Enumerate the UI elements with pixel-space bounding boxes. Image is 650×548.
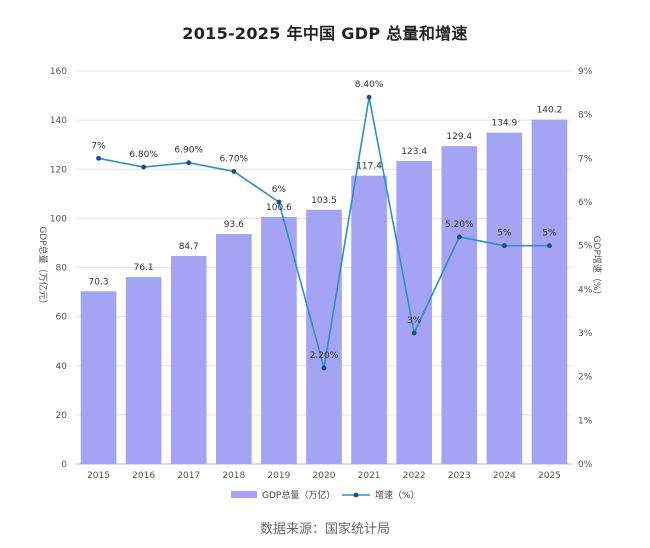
x-tick-label: 2016: [132, 471, 155, 481]
gdp-value-label: 70.3: [89, 277, 109, 287]
growth-value-label: 6.80%: [129, 150, 158, 160]
growth-point: [547, 243, 552, 249]
y-tick-label: 160: [50, 67, 67, 77]
gdp-value-label: 129.4: [446, 132, 472, 142]
growth-point: [321, 365, 327, 371]
y-tick-label: 0: [61, 460, 67, 470]
gdp-value-label: 76.1: [134, 263, 154, 273]
gdp-bar: [170, 255, 207, 464]
gdp-bar: [351, 175, 387, 465]
y2-tick-label: 0%: [578, 460, 593, 470]
x-tick-label: 2015: [87, 471, 110, 481]
x-tick-label: 2023: [448, 471, 471, 481]
y-tick-label: 140: [50, 116, 67, 126]
gdp-value-label: 93.6: [224, 220, 244, 230]
legend-line-marker: [353, 492, 359, 498]
y2-tick-label: 4%: [578, 285, 593, 295]
growth-value-label: 6.70%: [220, 154, 249, 164]
growth-value-label: 5.20%: [445, 220, 474, 230]
gdp-bar: [261, 216, 297, 464]
y2-axis-title: GDP增速（%）: [591, 236, 603, 300]
gdp-value-label: 103.5: [311, 196, 337, 206]
gdp-bar: [216, 234, 252, 464]
y-tick-label: 20: [56, 411, 68, 421]
gdp-bar: [396, 160, 432, 464]
y-tick-label: 120: [50, 165, 67, 175]
y2-tick-label: 7%: [578, 154, 593, 164]
gdp-value-label: 100.6: [266, 203, 292, 213]
chart-title: 2015-2025 年中国 GDP 总量和增速: [182, 24, 468, 43]
growth-point: [276, 199, 282, 205]
gdp-bar: [80, 291, 117, 464]
y-tick-label: 80: [56, 264, 68, 274]
y-tick-label: 100: [50, 214, 67, 224]
bar-series: [80, 119, 568, 465]
y-tick-label: 60: [56, 313, 68, 323]
gdp-bar: [125, 277, 162, 464]
gdp-value-label: 134.9: [491, 119, 517, 129]
gdp-value-label: 140.2: [537, 106, 563, 116]
growth-point: [456, 234, 462, 240]
y2-tick-label: 6%: [578, 198, 593, 208]
axes: 0 20 40 60 80 100 120 140 160 0% 1% 2% 3% 4% 5% 6% 7% 8% 9…: [37, 67, 603, 481]
y-axis-title: GDP总量（万亿元）: [37, 226, 49, 308]
y2-tick-label: 3%: [578, 329, 593, 339]
growth-value-label: 5%: [542, 229, 557, 239]
growth-point: [366, 94, 372, 100]
x-tick-label: 2018: [222, 471, 245, 481]
x-tick-label: 2022: [403, 471, 426, 481]
growth-point: [186, 160, 192, 166]
source-note: 数据来源：国家统计局: [259, 522, 390, 537]
y2-tick-label: 5%: [578, 242, 593, 252]
gdp-bar: [531, 119, 568, 464]
growth-point: [501, 243, 507, 249]
x-tick-label: 2017: [177, 471, 200, 481]
y2-tick-label: 8%: [578, 111, 593, 121]
growth-value-label: 2.20%: [310, 351, 339, 361]
y2-tick-label: 1%: [578, 416, 593, 426]
x-tick-label: 2021: [358, 471, 381, 481]
growth-value-label: 3%: [407, 316, 422, 326]
growth-value-label: 6.90%: [174, 146, 203, 156]
gdp-value-label: 84.7: [179, 242, 199, 252]
legend: GDP总量（万亿） 增速（%）: [231, 489, 420, 501]
gdp-bar: [306, 209, 342, 464]
x-tick-label: 2024: [493, 471, 516, 481]
legend-bar-swatch: [231, 491, 257, 498]
growth-point: [231, 169, 237, 174]
growth-point: [96, 155, 101, 161]
data-labels: 70.3 76.1 84.7 93.6 100.6 103.5 117.4 123.4 129.…: [89, 80, 563, 361]
gdp-value-label: 123.4: [401, 147, 427, 157]
legend-bar-label: GDP总量（万亿）: [262, 489, 335, 501]
x-tick-label: 2025: [538, 471, 561, 481]
y2-tick-label: 9%: [578, 67, 593, 77]
y2-tick-label: 2%: [578, 373, 593, 383]
line-series: [96, 94, 552, 371]
growth-value-label: 8.40%: [355, 80, 384, 90]
growth-value-label: 6%: [272, 185, 287, 195]
legend-line-label: 增速（%）: [375, 489, 420, 501]
y-tick-label: 40: [56, 362, 68, 372]
gdp-value-label: 117.4: [356, 162, 382, 172]
growth-point: [141, 164, 147, 170]
x-tick-label: 2020: [313, 471, 336, 481]
growth-value-label: 5%: [497, 229, 512, 239]
gdp-bar: [441, 146, 478, 464]
x-tick-label: 2019: [267, 471, 290, 481]
growth-value-label: 7%: [91, 141, 106, 151]
gdp-bar: [486, 132, 523, 465]
growth-point: [411, 330, 417, 336]
